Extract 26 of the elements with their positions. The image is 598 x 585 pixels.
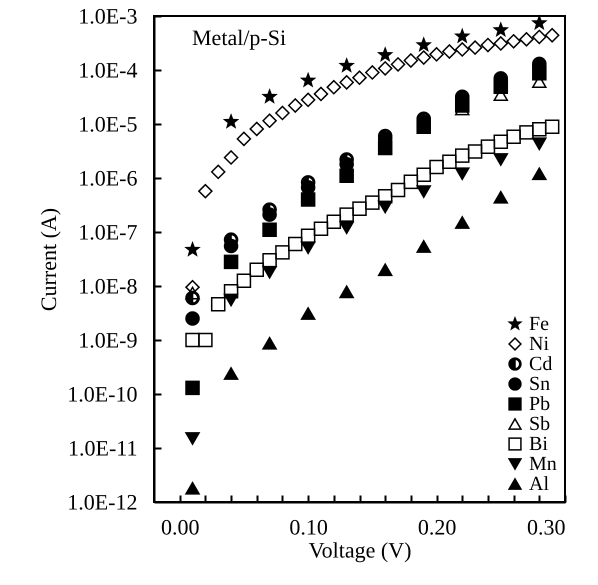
legend-label: Mn — [529, 453, 557, 475]
legend-label: Sn — [529, 373, 550, 395]
legend-label: Ni — [529, 333, 550, 355]
y-tick-label: 1.0E-5 — [78, 112, 138, 136]
y-axis-title: Current (A) — [36, 208, 62, 312]
y-tick-label: 1.0E-7 — [78, 220, 138, 244]
annotation: Metal/p-Si — [192, 25, 286, 50]
y-tick-label: 1.0E-8 — [78, 274, 138, 298]
y-tick-label: 1.0E-9 — [78, 328, 138, 352]
y-tick-label: 1.0E-6 — [78, 166, 138, 190]
legend-label: Sb — [529, 413, 550, 435]
legend-label: Al — [529, 473, 550, 495]
x-tick-label: 0.00 — [160, 514, 200, 540]
legend-label: Pb — [529, 393, 550, 415]
legend-label: Bi — [529, 433, 548, 455]
y-tick-label: 1.0E-11 — [68, 436, 138, 460]
y-tick-label: 1.0E-4 — [78, 58, 138, 82]
y-tick-label: 1.0E-3 — [78, 4, 138, 28]
x-tick-label: 0.10 — [289, 514, 328, 540]
y-tick-label: 1.0E-12 — [67, 490, 138, 514]
x-tick-label: 0.20 — [418, 514, 456, 540]
legend-label: Fe — [529, 313, 550, 335]
x-axis-title: Voltage (V) — [308, 538, 412, 562]
y-tick-label: 1.0E-10 — [67, 382, 138, 406]
x-tick-label: 0.30 — [527, 514, 566, 540]
legend-label: Cd — [529, 353, 552, 375]
